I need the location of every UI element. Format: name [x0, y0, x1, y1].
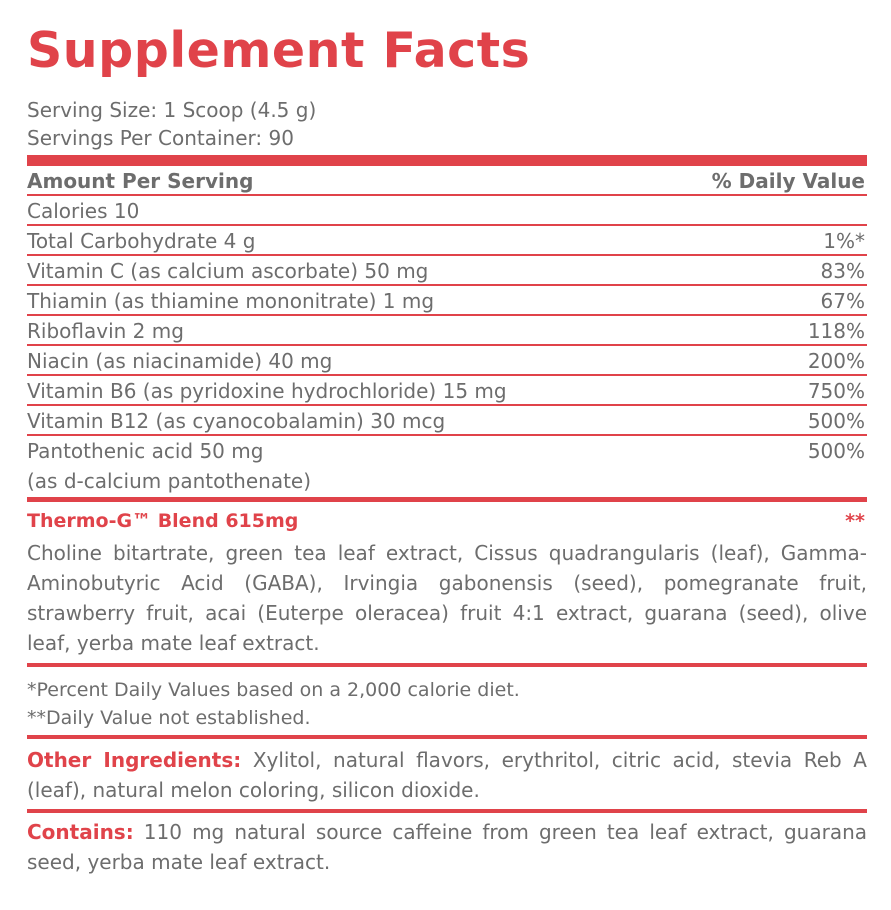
nutrient-name: Vitamin C (as calcium ascorbate) 50 mg	[27, 259, 429, 283]
divider	[27, 434, 867, 436]
contains: Contains: 110 mg natural source caffeine…	[27, 817, 867, 877]
divider	[27, 735, 867, 739]
nutrient-dv: 67%	[820, 289, 865, 313]
divider	[27, 497, 867, 502]
blend-ingredients: Choline bitartrate, green tea leaf extra…	[27, 541, 867, 655]
contains-label: Contains:	[27, 820, 134, 844]
nutrient-dv: 118%	[807, 319, 865, 343]
nutrient-name: Total Carbohydrate 4 g	[27, 229, 256, 253]
nutrient-row: Vitamin C (as calcium ascorbate) 50 mg 83…	[27, 256, 867, 286]
divider	[27, 284, 867, 286]
footnote-2: **Daily Value not established.	[27, 707, 311, 729]
blend-header: Thermo-G™ Blend 615mg **	[27, 506, 867, 536]
nutrient-row: Riboflavin 2 mg 118%	[27, 316, 867, 346]
nutrient-name: Niacin (as niacinamide) 40 mg	[27, 349, 333, 373]
nutrient-dv: 500%	[807, 439, 865, 463]
nutrient-name: Thiamin (as thiamine mononitrate) 1 mg	[27, 289, 435, 313]
divider	[27, 254, 867, 256]
serving-size: Serving Size: 1 Scoop (4.5 g)	[27, 98, 317, 122]
nutrient-name: Vitamin B6 (as pyridoxine hydrochloride)…	[27, 379, 507, 403]
nutrient-row: Calories 10	[27, 196, 867, 226]
nutrient-name: Vitamin B12 (as cyanocobalamin) 30 mcg	[27, 409, 446, 433]
footnote-1: *Percent Daily Values based on a 2,000 c…	[27, 679, 520, 701]
nutrient-name: Pantothenic acid 50 mg	[27, 439, 264, 463]
nutrient-dv: 500%	[807, 409, 865, 433]
nutrient-row: Thiamin (as thiamine mononitrate) 1 mg 67…	[27, 286, 867, 316]
contains-text: 110 mg natural source caffeine from gree…	[27, 820, 867, 874]
nutrient-name: Calories 10	[27, 199, 140, 223]
nutrient-name: Riboflavin 2 mg	[27, 319, 184, 343]
nutrient-row: Niacin (as niacinamide) 40 mg 200%	[27, 346, 867, 376]
blend-title: Thermo-G™ Blend 615mg	[27, 510, 299, 532]
daily-value-header: % Daily Value	[711, 169, 865, 193]
divider-thick	[27, 155, 867, 166]
divider	[27, 224, 867, 226]
nutrient-dv: 750%	[807, 379, 865, 403]
nutrient-row: Pantothenic acid 50 mg 500% (as d-calcium …	[27, 436, 867, 496]
other-ingredients: Other Ingredients: Xylitol, natural flav…	[27, 745, 867, 805]
divider	[27, 663, 867, 667]
page-title: Supplement Facts	[27, 22, 531, 79]
servings-per-container: Servings Per Container: 90	[27, 126, 294, 150]
divider	[27, 374, 867, 376]
nutrient-name-detail: (as d-calcium pantothenate)	[27, 469, 312, 493]
other-ingredients-text: Xylitol, natural flavors, erythritol, ci…	[27, 748, 867, 802]
divider	[27, 344, 867, 346]
nutrient-row: Vitamin B12 (as cyanocobalamin) 30 mcg 50…	[27, 406, 867, 436]
divider	[27, 194, 867, 196]
blend-dv: **	[845, 510, 865, 532]
divider	[27, 404, 867, 406]
nutrient-row: Total Carbohydrate 4 g 1%*	[27, 226, 867, 256]
divider	[27, 809, 867, 813]
nutrient-dv: 1%*	[823, 229, 865, 253]
nutrient-row: Vitamin B6 (as pyridoxine hydrochloride)…	[27, 376, 867, 406]
amount-per-serving-header: Amount Per Serving	[27, 169, 254, 193]
divider	[27, 314, 867, 316]
nutrient-dv: 83%	[820, 259, 865, 283]
nutrient-dv: 200%	[807, 349, 865, 373]
table-header: Amount Per Serving % Daily Value	[27, 166, 867, 196]
other-ingredients-label: Other Ingredients:	[27, 748, 242, 772]
